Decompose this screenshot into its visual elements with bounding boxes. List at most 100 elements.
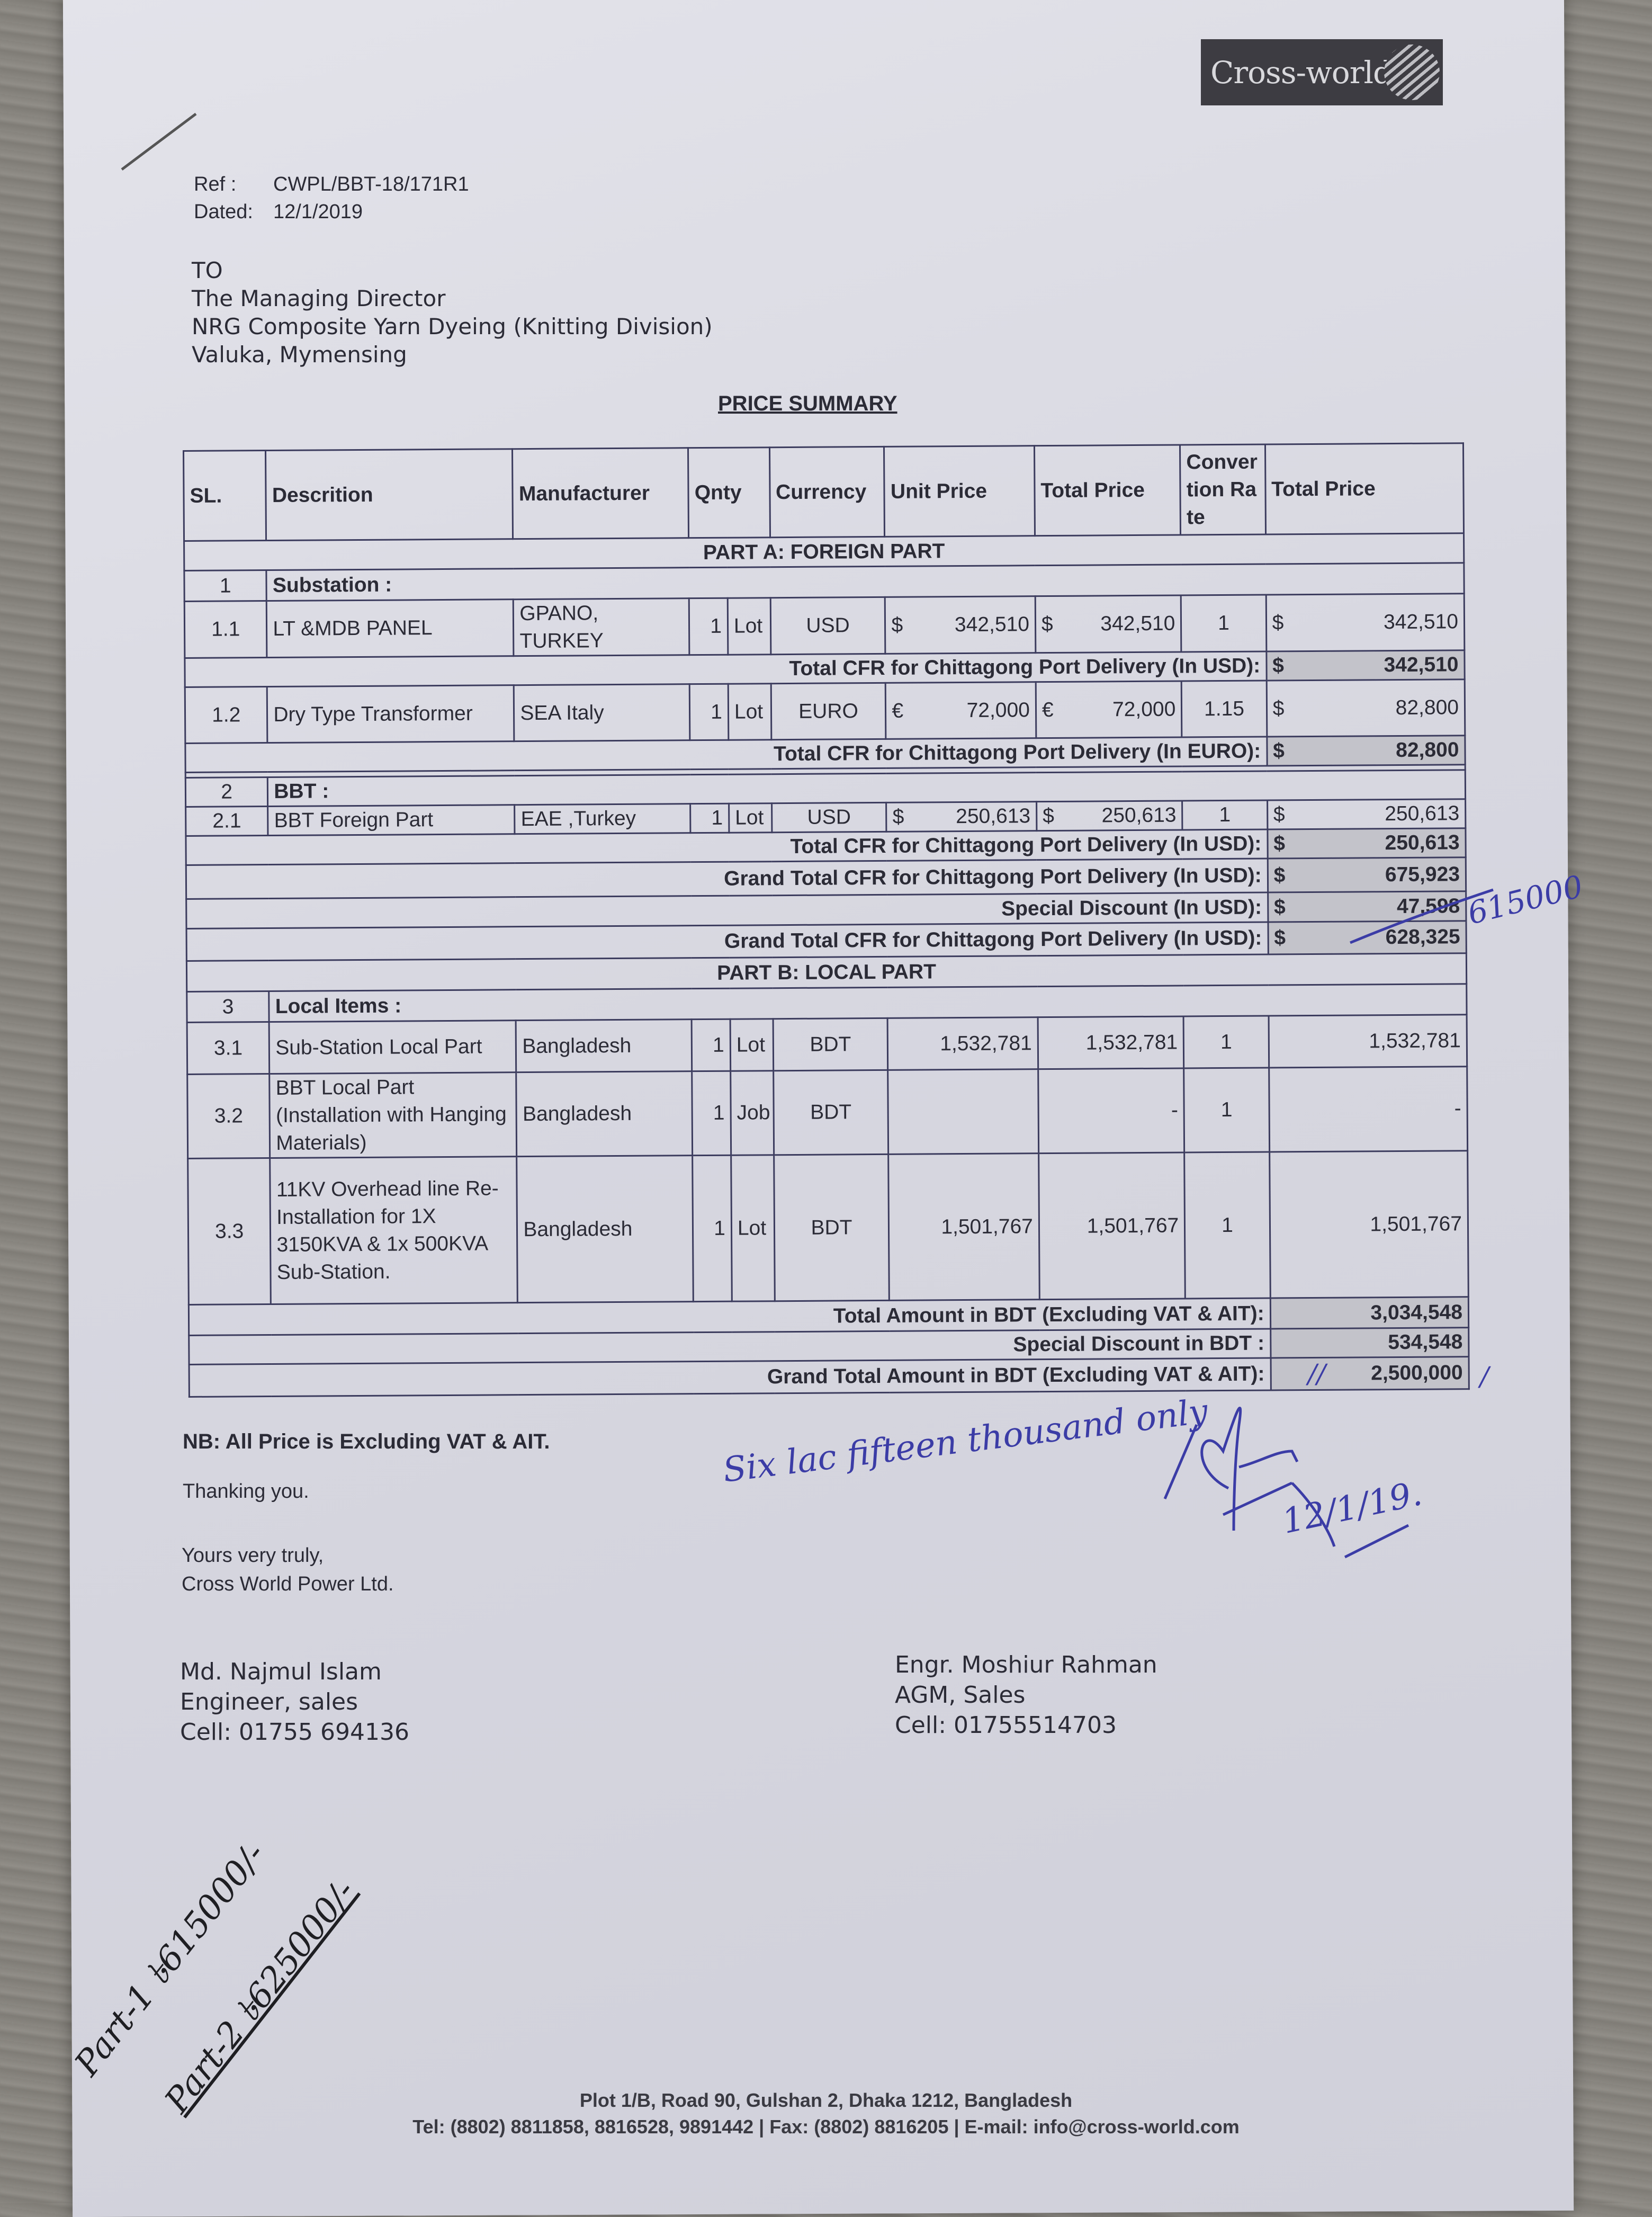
amount: 342,510 — [954, 613, 1030, 637]
currency-symbol: $ — [1273, 739, 1285, 763]
header-conversion-rate: Convertion Rate — [1180, 444, 1266, 535]
currency-symbol: $ — [1273, 832, 1286, 855]
signatory-name: Engr. Moshiur Rahman — [895, 1651, 1157, 1678]
currency-symbol: € — [892, 699, 904, 722]
subtotal-value: $250,613 — [1267, 828, 1466, 859]
table-row: 1.2 Dry Type Transformer SEA Italy 1 Lot EURO… — [185, 679, 1465, 744]
cell-unit: Lot — [729, 803, 772, 833]
signatory-left: Md. Najmul Islam Engineer, sales Cell: 0… — [180, 1657, 409, 1747]
header-description: Descrition — [265, 449, 513, 541]
subtotal-value: $82,800 — [1267, 735, 1466, 766]
company-logo: Cross-world — [1201, 39, 1443, 105]
cell-unit: Lot — [728, 597, 771, 655]
cell-manufacturer: SEA Italy — [514, 684, 690, 741]
cell-qty: 1 — [690, 803, 729, 833]
strike-through-mark-icon — [1350, 888, 1494, 944]
cell-total-usd: $82,800 — [1266, 679, 1465, 737]
header-total-price-usd: Total Price — [1265, 443, 1464, 535]
footer-address: Plot 1/B, Road 90, Gulshan 2, Dhaka 1212… — [579, 2089, 1073, 2111]
table-row: 1.1 LT &MDB PANEL GPANO, TURKEY 1 Lot USD $342… — [184, 593, 1465, 658]
cell-unit-price: $250,613 — [886, 801, 1037, 832]
pencil-mark-icon — [121, 113, 197, 171]
cell-manufacturer: Bangladesh — [517, 1155, 694, 1303]
closing-text: Yours very truly, — [182, 1544, 324, 1567]
cell-description: Dry Type Transformer — [267, 685, 515, 743]
cell-sl: 3.2 — [187, 1074, 271, 1159]
footer-contact: Tel: (8802) 8811858, 8816528, 9891442 | … — [412, 2116, 1240, 2138]
amount: 250,613 — [1385, 802, 1460, 826]
cell-total-price: 1,501,767 — [1038, 1152, 1186, 1300]
currency-symbol: $ — [1273, 895, 1286, 918]
cell-sl: 3.1 — [187, 1022, 270, 1075]
cell-unit: Job — [730, 1070, 774, 1156]
cell-description: BBT Local Part (Installation with Hangin… — [270, 1072, 517, 1158]
cell-unit-price: 1,532,781 — [887, 1017, 1038, 1070]
cell-currency: BDT — [773, 1070, 889, 1155]
closing-block: Yours very truly, Cross World Power Ltd. — [182, 1541, 394, 1598]
logo-text: Cross-world — [1210, 54, 1393, 91]
ref-value: CWPL/BBT-18/171R1 — [273, 173, 469, 195]
cell-total-price: $250,613 — [1036, 800, 1183, 831]
dated-value: 12/1/2019 — [273, 201, 363, 223]
cell-conversion-rate: 1 — [1181, 595, 1267, 652]
amount: 342,510 — [1383, 610, 1459, 634]
cell-total-price: $342,510 — [1035, 595, 1182, 653]
amount: 82,800 — [1395, 695, 1459, 719]
amount: 82,800 — [1396, 738, 1459, 762]
currency-symbol: € — [1042, 698, 1054, 721]
cell-qty: 1 — [692, 1155, 732, 1302]
nb-note: NB: All Price is Excluding VAT & AIT. — [183, 1430, 550, 1453]
handwritten-mark: // — [1308, 1358, 1326, 1389]
currency-symbol: $ — [1272, 654, 1285, 677]
amount: 250,613 — [1101, 803, 1177, 827]
cell-description: 11KV Overhead line Re-Installation for 1… — [270, 1156, 518, 1304]
header-qnty: Qnty — [688, 447, 770, 538]
header-manufacturer: Manufacturer — [512, 448, 689, 539]
recipient-to: TO — [192, 257, 223, 283]
subtotal-value: 534,548 — [1270, 1327, 1469, 1358]
page-title: PRICE SUMMARY — [718, 392, 897, 415]
signatory-title: Engineer, sales — [180, 1688, 358, 1715]
globe-icon — [1384, 44, 1440, 100]
currency-symbol: $ — [1041, 612, 1053, 636]
ref-label: Ref : — [194, 173, 237, 195]
subtotal-value: 2,500,000 — [1270, 1356, 1469, 1390]
signatory-title: AGM, Sales — [895, 1682, 1026, 1709]
table-row: 3.1 Sub-Station Local Part Bangladesh 1 Lot B… — [187, 1014, 1467, 1075]
cell-total-usd: 1,501,767 — [1269, 1150, 1469, 1298]
cell-total-usd: 1,532,781 — [1268, 1014, 1467, 1068]
cell-conversion-rate: 1 — [1182, 800, 1268, 830]
currency-symbol: $ — [1272, 696, 1285, 720]
price-summary-table: SL. Descrition Manufacturer Qnty Currency Uni… — [183, 442, 1470, 1398]
cell-manufacturer: GPANO, TURKEY — [513, 598, 690, 656]
cell-total-usd: $342,510 — [1265, 593, 1465, 652]
cell-total-price: 1,532,781 — [1037, 1016, 1184, 1069]
cell-unit-price: $342,510 — [885, 596, 1036, 654]
table-header-row: SL. Descrition Manufacturer Qnty Currency Uni… — [183, 443, 1464, 541]
recipient-line: NRG Composite Yarn Dyeing (Knitting Divi… — [192, 314, 713, 339]
cell-unit: Lot — [731, 1155, 775, 1302]
cell-sl: 2.1 — [185, 806, 268, 836]
cell-description: BBT Foreign Part — [267, 804, 515, 836]
cell-total-usd: - — [1269, 1066, 1468, 1152]
signature-icon — [1163, 1407, 1409, 1559]
signatory-name: Md. Najmul Islam — [180, 1658, 382, 1685]
amount: 72,000 — [1112, 698, 1176, 721]
cell-manufacturer: Bangladesh — [516, 1019, 692, 1072]
subtotal-value: 3,034,548 — [1270, 1297, 1469, 1329]
cell-manufacturer: EAE ,Turkey — [514, 803, 691, 834]
recipient-line: Valuka, Mymensing — [192, 342, 407, 368]
signatory-cell: Cell: 01755514703 — [895, 1712, 1117, 1739]
signatory-right: Engr. Moshiur Rahman AGM, Sales Cell: 01… — [895, 1650, 1157, 1740]
group-sl: 2 — [185, 777, 268, 807]
cell-unit-price — [888, 1069, 1039, 1155]
cell-total-usd: $250,613 — [1267, 799, 1466, 829]
cell-conversion-rate: 1.15 — [1181, 681, 1267, 737]
currency-symbol: $ — [892, 805, 904, 828]
currency-symbol: $ — [1043, 804, 1054, 828]
header-sl: SL. — [183, 450, 266, 541]
currency-symbol: $ — [891, 613, 903, 637]
company-name: Cross World Power Ltd. — [182, 1573, 394, 1595]
table-row: 3.3 11KV Overhead line Re-Installation fo… — [187, 1150, 1469, 1305]
header-currency: Currency — [769, 446, 885, 538]
